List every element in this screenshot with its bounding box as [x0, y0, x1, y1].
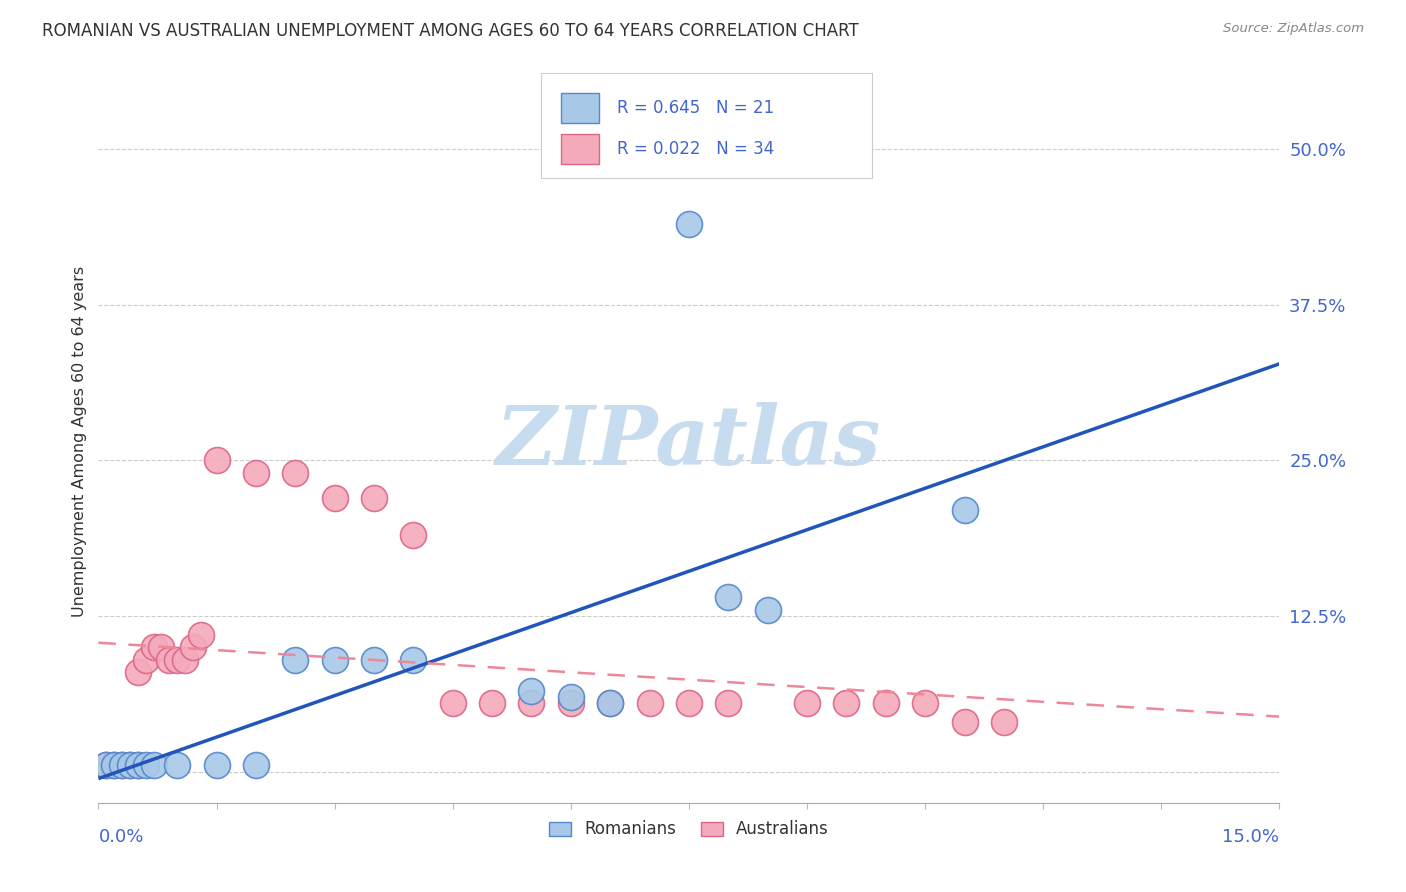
Point [284, 466, 307, 480]
Text: ZIPatlas: ZIPatlas [496, 401, 882, 482]
Text: ROMANIAN VS AUSTRALIAN UNEMPLOYMENT AMONG AGES 60 TO 64 YEARS CORRELATION CHART: ROMANIAN VS AUSTRALIAN UNEMPLOYMENT AMON… [42, 22, 859, 40]
Text: Source: ZipAtlas.com: Source: ZipAtlas.com [1223, 22, 1364, 36]
Point [520, 683, 543, 698]
Point [103, 758, 125, 772]
Text: R = 0.645   N = 21: R = 0.645 N = 21 [617, 99, 775, 118]
Point [520, 696, 543, 710]
Point [135, 652, 157, 666]
Point [142, 640, 165, 654]
Point [323, 652, 346, 666]
Point [96, 758, 118, 772]
Point [127, 758, 149, 772]
Point [166, 652, 188, 666]
Point [717, 696, 740, 710]
Point [560, 696, 582, 710]
Point [174, 652, 197, 666]
Text: 15.0%: 15.0% [1222, 828, 1279, 846]
Bar [561, 134, 599, 164]
Point [245, 758, 267, 772]
Point [205, 453, 228, 467]
Point [103, 758, 125, 772]
Point [599, 696, 621, 710]
Point [875, 696, 897, 710]
Point [560, 690, 582, 704]
Point [363, 491, 385, 505]
Point [245, 466, 267, 480]
Point [190, 627, 212, 641]
Point [993, 714, 1015, 729]
Point [953, 714, 976, 729]
Point [127, 758, 149, 772]
Y-axis label: Unemployment Among Ages 60 to 64 years: Unemployment Among Ages 60 to 64 years [72, 266, 87, 617]
FancyBboxPatch shape [541, 73, 872, 178]
Text: 0.0%: 0.0% [98, 828, 143, 846]
Point [796, 696, 818, 710]
Point [914, 696, 936, 710]
Point [638, 696, 661, 710]
Point [717, 591, 740, 605]
Point [599, 696, 621, 710]
Point [678, 217, 700, 231]
Point [135, 758, 157, 772]
Point [481, 696, 503, 710]
Point [402, 528, 425, 542]
Point [111, 758, 134, 772]
Point [181, 640, 204, 654]
Point [284, 652, 307, 666]
Point [953, 503, 976, 517]
Point [205, 758, 228, 772]
Point [756, 603, 779, 617]
Text: R = 0.022   N = 34: R = 0.022 N = 34 [617, 140, 775, 158]
Point [166, 758, 188, 772]
Point [111, 758, 134, 772]
Point [142, 758, 165, 772]
Point [402, 652, 425, 666]
Point [441, 696, 464, 710]
Point [96, 758, 118, 772]
Point [118, 758, 141, 772]
Point [127, 665, 149, 679]
Bar [561, 93, 599, 123]
Point [118, 758, 141, 772]
Legend: Romanians, Australians: Romanians, Australians [543, 814, 835, 845]
Point [678, 696, 700, 710]
Point [157, 652, 180, 666]
Point [835, 696, 858, 710]
Point [363, 652, 385, 666]
Point [150, 640, 173, 654]
Point [323, 491, 346, 505]
